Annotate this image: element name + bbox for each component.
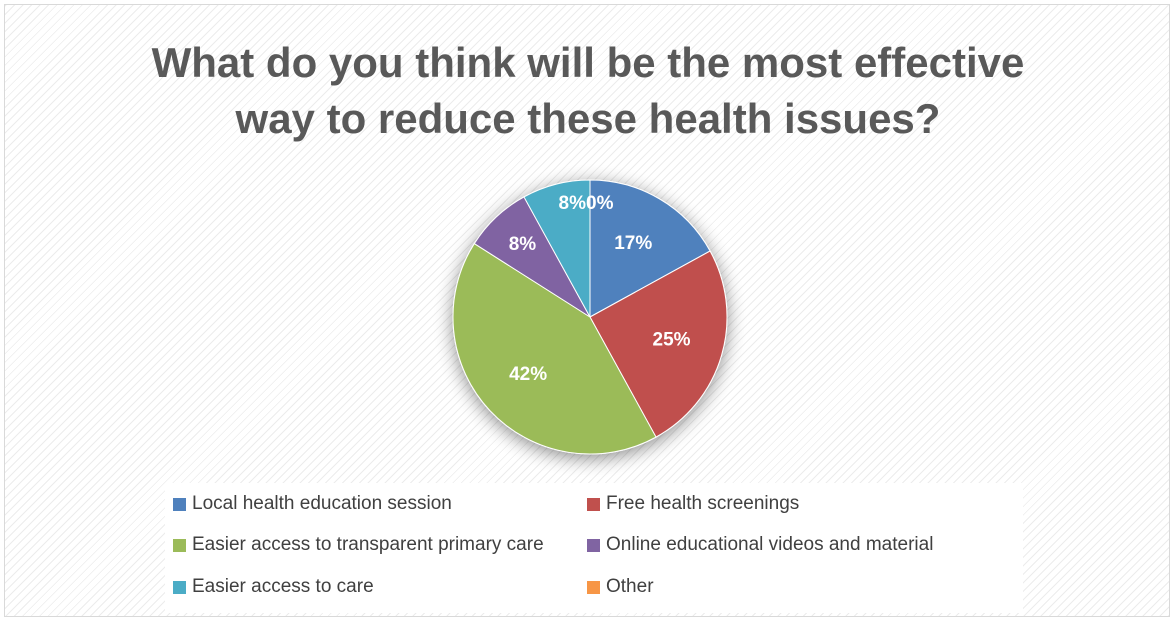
legend: Local health education session Free healt…	[165, 483, 1023, 613]
legend-label: Easier access to transparent primary car…	[192, 534, 544, 555]
legend-item-other: Other	[587, 572, 654, 602]
pie-data-labels: 17%25%42%8%8% 0%	[509, 193, 691, 385]
legend-item-free-health-screenings: Free health screenings	[587, 489, 799, 519]
data-label-other: 0%	[586, 193, 614, 214]
legend-item-easier-access-to-care: Easier access to care	[173, 572, 374, 602]
legend-label: Local health education session	[192, 493, 452, 514]
data-label-local-health-education-session: 17%	[614, 233, 652, 254]
pie-slice-local-health-education-session	[589, 179, 711, 318]
legend-label: Other	[606, 576, 654, 597]
pie-slice-easier-access-to-care	[523, 179, 591, 318]
chart-area: What do you think will be the most effec…	[4, 4, 1170, 617]
chart-title: What do you think will be the most effec…	[151, 39, 1025, 142]
data-label-easier-access-to-transparent-primary-care: 42%	[509, 364, 547, 385]
legend-swatch	[587, 580, 600, 594]
pie-slice-free-health-screenings	[589, 250, 728, 438]
legend-swatch	[173, 538, 186, 552]
legend-swatch	[173, 580, 186, 594]
legend-item-online-educational-videos-and-material: Online educational videos and material	[587, 530, 933, 560]
pie-slice-easier-access-to-transparent-primary-care	[452, 242, 657, 455]
data-label-free-health-screenings: 25%	[653, 330, 691, 351]
legend-swatch	[587, 538, 600, 552]
legend-label: Online educational videos and material	[606, 534, 934, 555]
pie-chart: 17%25%42%8%8% 0%	[452, 179, 728, 455]
legend-swatch	[587, 497, 600, 511]
legend-item-easier-access-to-transparent-primary-care: Easier access to transparent primary car…	[173, 530, 544, 560]
data-label-easier-access-to-care: 8%	[559, 193, 587, 214]
data-label-online-educational-videos-and-material: 8%	[509, 234, 537, 255]
legend-label: Easier access to care	[192, 576, 374, 597]
legend-label: Free health screenings	[606, 493, 800, 514]
legend-item-local-health-education-session: Local health education session	[173, 489, 452, 519]
pie-slices	[452, 179, 728, 455]
legend-swatch	[173, 497, 186, 511]
